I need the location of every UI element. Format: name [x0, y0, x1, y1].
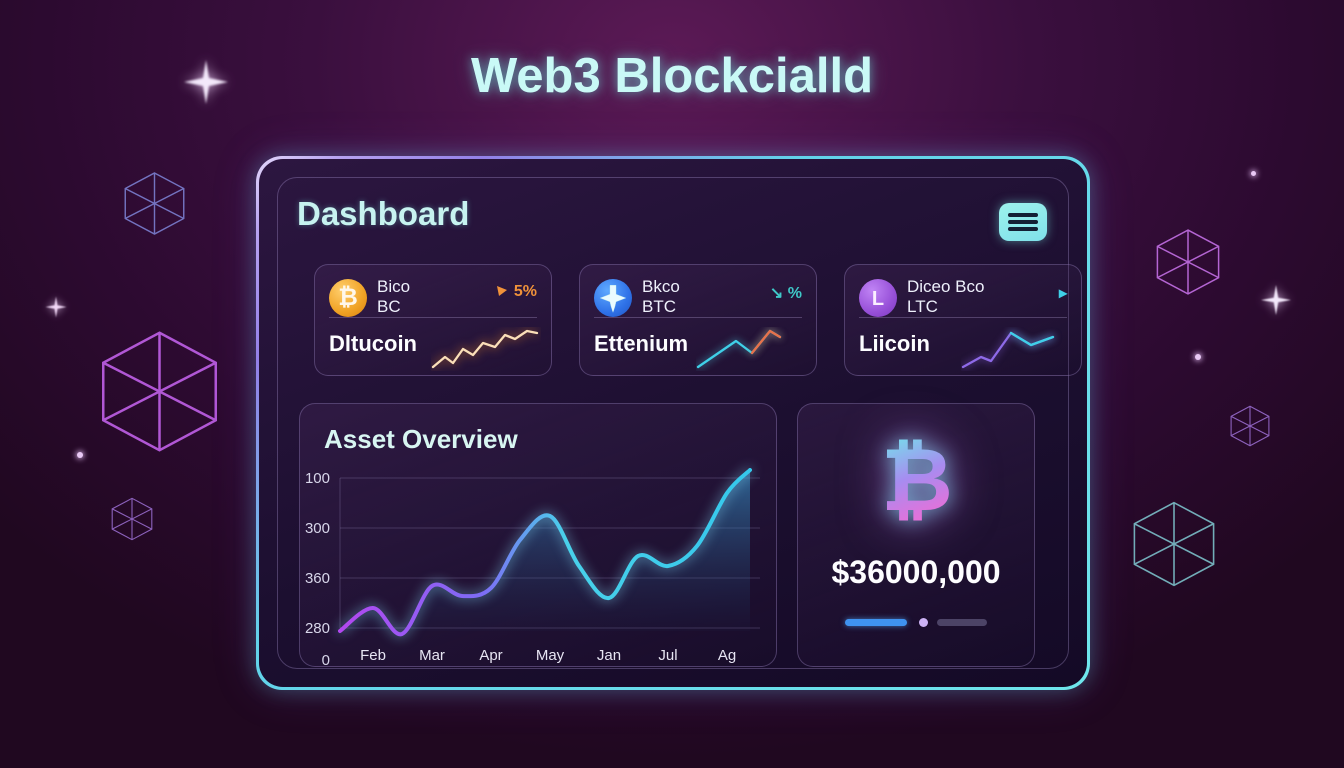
svg-text:May: May	[536, 647, 565, 664]
svg-text:360: 360	[305, 570, 330, 587]
svg-text:0: 0	[322, 652, 330, 668]
svg-text:L: L	[872, 288, 884, 309]
svg-text:280: 280	[305, 620, 330, 637]
svg-text:Apr: Apr	[479, 647, 502, 664]
svg-text:Jan: Jan	[597, 647, 621, 664]
svg-text:Ag: Ag	[718, 647, 736, 664]
svg-text:100: 100	[305, 470, 330, 487]
svg-text:Feb: Feb	[360, 647, 386, 664]
svg-text:Jul: Jul	[658, 647, 677, 664]
svg-text:Mar: Mar	[419, 647, 445, 664]
svg-text:₿: ₿	[881, 432, 953, 528]
svg-text:300: 300	[305, 520, 330, 537]
